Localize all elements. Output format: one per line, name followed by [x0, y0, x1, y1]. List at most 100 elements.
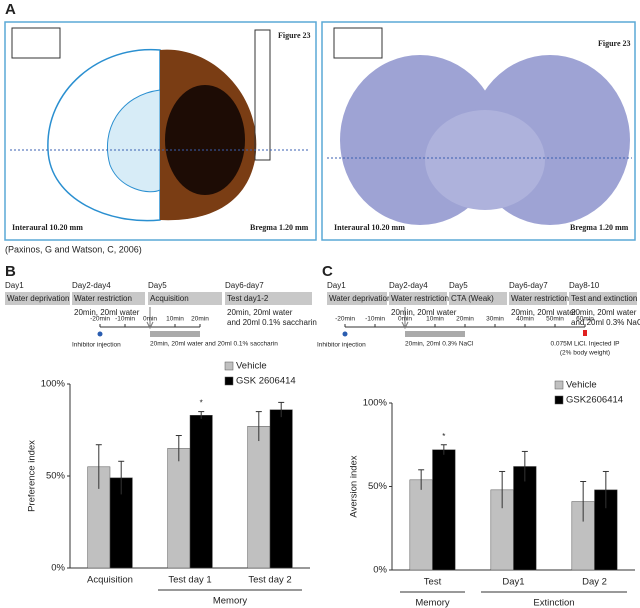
nissl-figure: Figure 23	[598, 39, 631, 48]
x-tick-label: Test	[424, 577, 442, 588]
nissl-image	[321, 21, 636, 241]
timeline-tick-label: -20min	[335, 316, 355, 323]
bar	[167, 448, 191, 569]
day-box-label: Test day1-2	[227, 294, 269, 303]
day-box	[5, 292, 70, 305]
timeline-tick-label: 40min	[516, 316, 534, 323]
day-label: Day2-day4	[72, 281, 111, 290]
legend-swatch	[554, 395, 564, 405]
timeline-tick-label: -10min	[365, 316, 385, 323]
licl-mark	[583, 330, 587, 336]
atlas-image	[4, 21, 317, 241]
injection-dot	[342, 331, 348, 337]
day-label: Day6-day7	[225, 281, 264, 290]
day-label: Day5	[449, 281, 468, 290]
timeline-tick-label: 60min	[576, 316, 594, 323]
bar	[432, 449, 456, 571]
injection-label: Inhibitor injection	[72, 342, 121, 349]
day-box	[569, 292, 637, 305]
legend-swatch	[554, 380, 564, 390]
timeline-tick-label: 20min	[191, 316, 209, 323]
timeline-tick-label: -20min	[90, 316, 110, 323]
annotation: *	[442, 432, 445, 441]
y-tick-label: 0%	[51, 563, 65, 574]
drink-label: 20min, 20ml 0.3% NaCl	[405, 341, 474, 348]
legend-label: GSK2606414	[566, 395, 623, 406]
day-box-label: Water restriction	[391, 294, 449, 303]
day-note: 20min, 20ml water	[571, 308, 637, 317]
x-tick-label: Acquisition	[87, 575, 133, 586]
nissl-bregma: Bregma 1.20 mm	[570, 223, 629, 232]
atlas-bregma: Bregma 1.20 mm	[250, 223, 309, 232]
y-tick-label: 50%	[46, 471, 66, 482]
arrow-head	[146, 321, 154, 330]
bar	[513, 466, 537, 571]
day-box	[509, 292, 567, 305]
panel-label: A	[5, 1, 16, 18]
y-tick-label: 100%	[41, 379, 66, 390]
legend-label: Vehicle	[236, 361, 267, 372]
bar	[409, 479, 433, 571]
day-note: 20min, 20ml water	[227, 308, 293, 317]
bar	[269, 409, 293, 569]
timeline-tick-label: 20min	[456, 316, 474, 323]
day-box-label: Water restriction	[74, 294, 132, 303]
day-box	[225, 292, 312, 305]
panel-label: B	[5, 263, 16, 280]
day-box-label: Acquisition	[150, 294, 189, 303]
legend-label: Vehicle	[566, 380, 597, 391]
day-label: Day8-10	[569, 281, 600, 290]
day-box-label: Water deprivation	[329, 294, 391, 303]
atlas-figure: Figure 23	[278, 31, 311, 40]
day-box	[72, 292, 145, 305]
panel-label: C	[322, 263, 333, 280]
legend-label: GSK 2606414	[236, 376, 296, 387]
day-label: Day2-day4	[389, 281, 428, 290]
timeline-tick-label: -10min	[115, 316, 135, 323]
day-note: and 20ml 0.3% NaCl	[571, 318, 640, 327]
y-tick-label: 0%	[373, 565, 387, 576]
day-box-label: CTA (Weak)	[451, 294, 494, 303]
timeline-tick-label: 50min	[546, 316, 564, 323]
arrow-head	[401, 321, 409, 330]
day-label: Day1	[327, 281, 346, 290]
timeline-tick-label: 10min	[166, 316, 184, 323]
drink-bar	[405, 331, 465, 337]
x-tick-label: Day 2	[582, 577, 607, 588]
annotation: *	[200, 399, 203, 408]
x-tick-label: Test day 1	[168, 575, 211, 586]
group-label: Memory	[415, 598, 450, 608]
legend-swatch	[224, 361, 234, 371]
day-note: 20min, 20ml water	[391, 308, 457, 317]
timeline-tick-label: 10min	[426, 316, 444, 323]
day-box-label: Water restriction	[511, 294, 569, 303]
atlas-interaural: Interaural 10.20 mm	[12, 223, 83, 232]
bar	[189, 415, 213, 569]
citation: (Paxinos, G and Watson, C, 2006)	[5, 244, 142, 254]
y-tick-label: 50%	[368, 481, 388, 492]
day-note: 20min, 20ml water	[511, 308, 577, 317]
y-axis-label: Preference index	[27, 440, 38, 512]
timeline-tick-label: 30min	[486, 316, 504, 323]
licl-label: 0.075M LiCl. Injected IP	[550, 341, 619, 348]
day-note: 20min, 20ml water	[74, 308, 140, 317]
injection-label: Inhibitor injection	[317, 342, 366, 349]
day-label: Day1	[5, 281, 24, 290]
injection-dot	[97, 331, 103, 337]
day-label: Day6-day7	[509, 281, 548, 290]
day-box	[389, 292, 447, 305]
drink-label: 20min, 20ml water and 20ml 0.1% sacchari…	[150, 341, 278, 348]
day-note: and 20ml 0.1% saccharin	[227, 318, 317, 327]
x-tick-label: Test day 2	[248, 575, 291, 586]
legend-swatch	[224, 376, 234, 386]
nissl-interaural: Interaural 10.20 mm	[334, 223, 405, 232]
drink-bar	[150, 331, 200, 337]
y-axis-label: Aversion index	[349, 455, 360, 517]
day-box	[449, 292, 507, 305]
y-tick-label: 100%	[363, 398, 388, 409]
bar	[247, 426, 271, 569]
group-label: Extinction	[533, 598, 574, 608]
day-box	[148, 292, 222, 305]
day-label: Day5	[148, 281, 167, 290]
